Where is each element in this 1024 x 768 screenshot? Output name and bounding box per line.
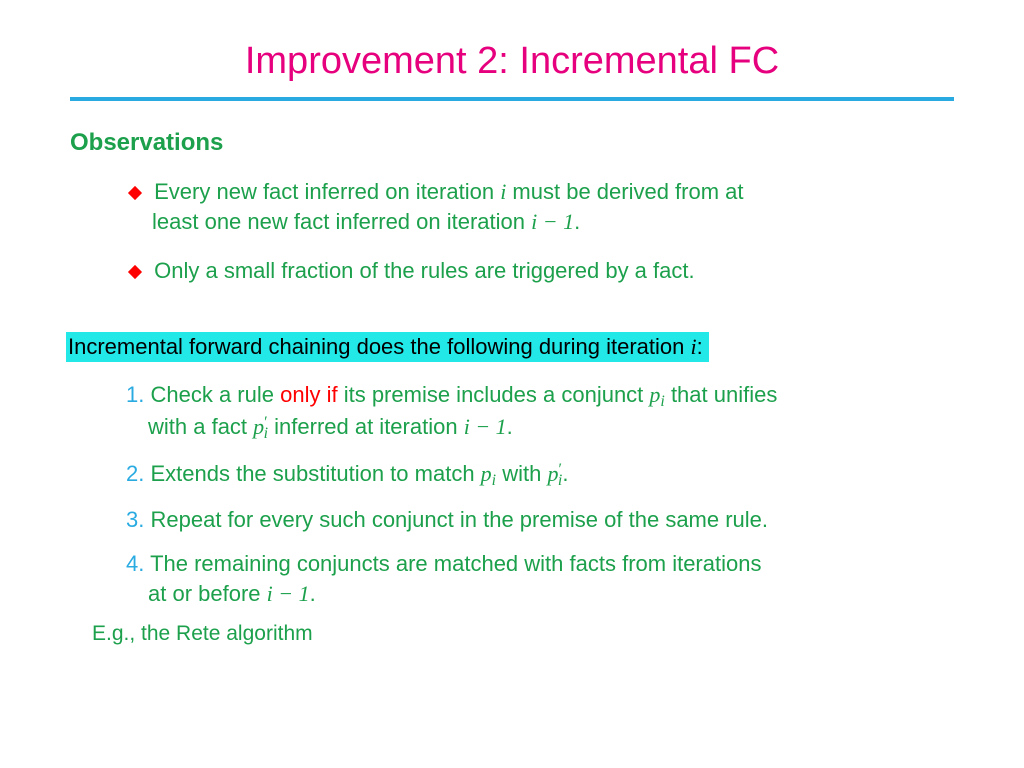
text: least one new fact inferred on iteration bbox=[152, 209, 531, 234]
step-number: 2. bbox=[126, 461, 144, 486]
diamond-bullet-icon bbox=[128, 186, 142, 200]
step-text: Repeat for every such conjunct in the pr… bbox=[150, 507, 768, 532]
step-text: Check a rule only if its premise include… bbox=[126, 382, 934, 445]
slide-title: Improvement 2: Incremental FC bbox=[70, 40, 954, 83]
highlight-statement: Incremental forward chaining does the fo… bbox=[70, 306, 954, 380]
observations-heading: Observations bbox=[70, 129, 954, 157]
text: . bbox=[310, 581, 316, 606]
observations-list: Every new fact inferred on iteration i m… bbox=[130, 177, 934, 286]
text: Every new fact inferred on iteration bbox=[154, 179, 500, 204]
text: Incremental forward chaining does the fo… bbox=[68, 334, 690, 359]
observation-text: Every new fact inferred on iteration i m… bbox=[130, 179, 934, 236]
text: The remaining conjuncts are matched with… bbox=[150, 551, 761, 576]
step-item: 2. Extends the substitution to match pi … bbox=[126, 459, 934, 491]
step-text: Extends the substitution to match pi wit… bbox=[150, 461, 568, 486]
text: . bbox=[574, 209, 580, 234]
footnote: E.g., the Rete algorithm bbox=[92, 622, 954, 646]
text: that unifies bbox=[665, 382, 778, 407]
text: its premise includes a conjunct bbox=[338, 382, 650, 407]
step-item: 4. The remaining conjuncts are matched w… bbox=[126, 549, 934, 608]
text-line2: with a fact p′i inferred at iteration i … bbox=[126, 412, 934, 444]
text-line2: least one new fact inferred on iteration… bbox=[130, 207, 934, 237]
math-var: p bbox=[481, 461, 492, 486]
text-line2: at or before i − 1. bbox=[126, 579, 934, 609]
emphasis: only if bbox=[280, 382, 337, 407]
text: must be derived from at bbox=[506, 179, 743, 204]
math-expr: i − 1 bbox=[531, 209, 574, 234]
steps-list: 1. Check a rule only if its premise incl… bbox=[126, 380, 934, 608]
title-underline bbox=[70, 97, 954, 101]
text: . bbox=[507, 415, 513, 440]
step-text: The remaining conjuncts are matched with… bbox=[126, 551, 934, 608]
text: with a fact bbox=[148, 415, 253, 440]
text: with bbox=[496, 461, 547, 486]
observation-text: Only a small fraction of the rules are t… bbox=[154, 258, 694, 283]
step-number: 4. bbox=[126, 551, 144, 576]
text: at or before bbox=[148, 581, 267, 606]
diamond-bullet-icon bbox=[128, 265, 142, 279]
observation-item: Only a small fraction of the rules are t… bbox=[130, 256, 934, 286]
step-number: 1. bbox=[126, 382, 144, 407]
text: . bbox=[562, 461, 568, 486]
step-item: 3. Repeat for every such conjunct in the… bbox=[126, 505, 934, 535]
math-var: p bbox=[547, 461, 558, 486]
text: inferred at iteration bbox=[268, 415, 464, 440]
observation-item: Every new fact inferred on iteration i m… bbox=[130, 177, 934, 236]
step-item: 1. Check a rule only if its premise incl… bbox=[126, 380, 934, 445]
slide: Improvement 2: Incremental FC Observatio… bbox=[0, 0, 1024, 768]
text: : bbox=[697, 334, 703, 359]
math-expr: i − 1 bbox=[464, 415, 507, 440]
text: Extends the substitution to match bbox=[150, 461, 480, 486]
text: Check a rule bbox=[150, 382, 280, 407]
math-var: p bbox=[649, 382, 660, 407]
highlight-box: Incremental forward chaining does the fo… bbox=[66, 332, 709, 362]
math-expr: i − 1 bbox=[267, 581, 310, 606]
step-number: 3. bbox=[126, 507, 144, 532]
math-var: p bbox=[253, 415, 264, 440]
